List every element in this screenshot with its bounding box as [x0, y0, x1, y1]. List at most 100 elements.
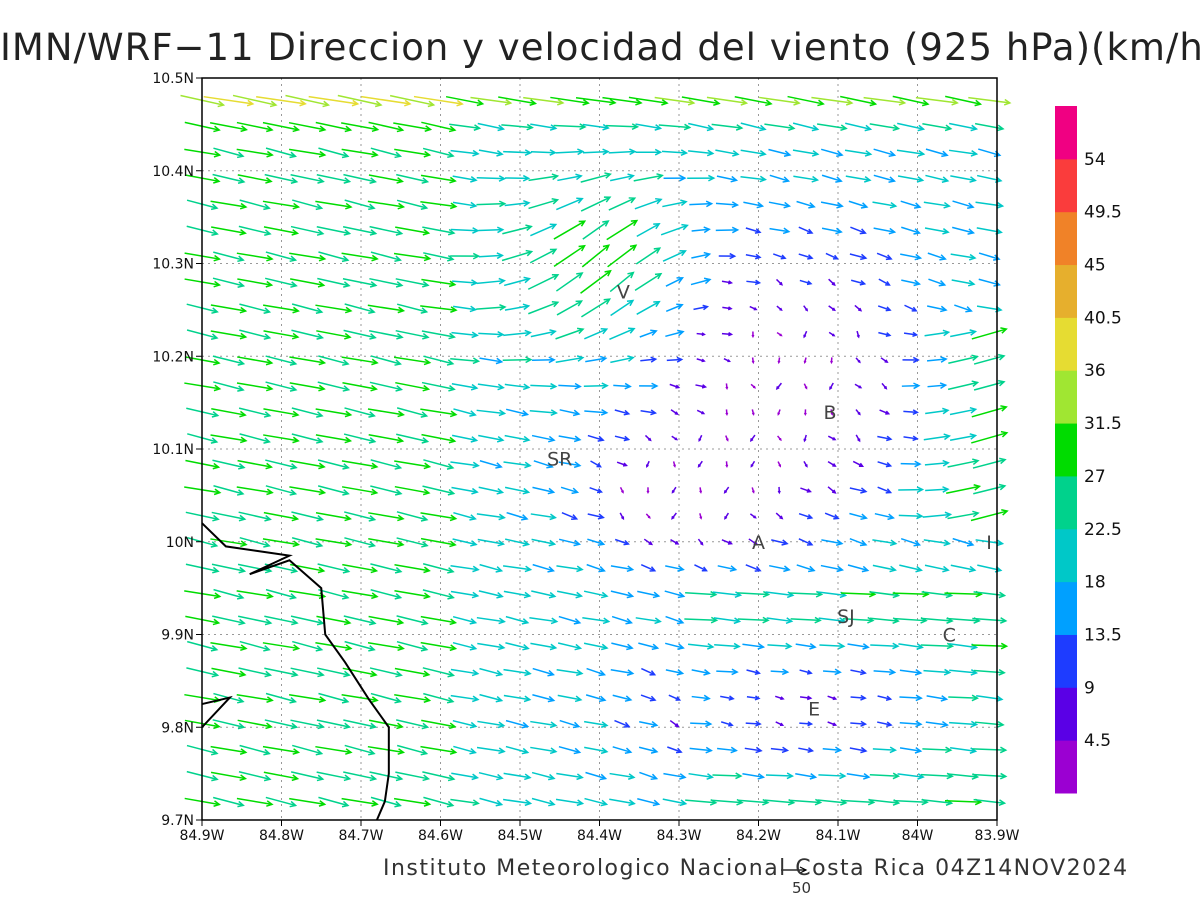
- wind-vector: [420, 615, 458, 626]
- wind-vector: [367, 408, 405, 418]
- wind-vector: [803, 330, 808, 339]
- wind-vector: [210, 434, 248, 444]
- wind-vector: [799, 279, 813, 286]
- wind-vector: [478, 330, 505, 338]
- wind-vector: [749, 434, 756, 442]
- wind-vector: [452, 201, 478, 209]
- wind-vector: [528, 197, 560, 210]
- wind-vector: [420, 305, 458, 313]
- wind-vector: [584, 328, 609, 340]
- wind-vector: [344, 303, 376, 315]
- wind-vector: [498, 96, 538, 106]
- wind-vector: [450, 565, 480, 573]
- wind-vector: [847, 643, 870, 650]
- wind-vector: [555, 798, 585, 807]
- wind-vector: [505, 642, 530, 651]
- wind-vector: [855, 434, 861, 443]
- wind-vector: [581, 244, 611, 268]
- wind-vector: [926, 305, 948, 313]
- wind-vector: [740, 175, 767, 183]
- wind-vector: [581, 298, 612, 318]
- wind-vector: [971, 642, 1009, 650]
- wind-vector: [772, 253, 787, 260]
- wind-vector: [211, 226, 247, 236]
- wind-vector: [315, 121, 353, 133]
- wind-vector: [503, 590, 532, 599]
- wind-vector: [210, 304, 248, 314]
- wind-vector: [587, 513, 605, 520]
- wind-vector: [421, 278, 457, 288]
- wind-vector: [290, 771, 325, 782]
- wind-vector: [289, 486, 327, 496]
- wind-vector: [421, 381, 456, 392]
- wind-vector: [342, 277, 378, 288]
- wind-vector: [774, 695, 785, 701]
- wind-vector: [478, 252, 504, 260]
- wind-vector: [342, 382, 378, 392]
- wind-vector: [877, 435, 893, 442]
- wind-vector: [393, 797, 432, 807]
- wind-vector: [874, 512, 895, 521]
- wind-vector: [291, 407, 324, 418]
- wind-vector: [926, 356, 948, 363]
- wind-vector: [928, 278, 947, 287]
- wind-vector: [413, 95, 464, 107]
- wind-vector: [672, 461, 676, 468]
- wind-vector: [532, 694, 556, 703]
- wind-vector: [973, 798, 1007, 807]
- wind-vector: [343, 615, 377, 626]
- wind-vector: [712, 591, 743, 599]
- wind-vector: [742, 643, 766, 650]
- wind-vector: [616, 461, 628, 467]
- wind-vector: [697, 538, 704, 546]
- wind-vector: [502, 356, 533, 364]
- wind-vector: [394, 148, 432, 158]
- wind-vector: [850, 694, 867, 701]
- wind-vector: [769, 227, 791, 235]
- wind-vector: [504, 486, 531, 495]
- wind-vector: [878, 278, 891, 286]
- colorbar-label: 49.5: [1084, 203, 1122, 223]
- wind-vector: [420, 201, 458, 210]
- wind-vector: [477, 538, 506, 547]
- wind-vector: [611, 642, 634, 651]
- wind-vector: [827, 721, 838, 727]
- wind-vector: [973, 591, 1007, 599]
- wind-vector: [974, 721, 1005, 728]
- wind-vector: [451, 486, 479, 495]
- wind-vector: [530, 329, 557, 338]
- wind-vector: [558, 461, 582, 469]
- wind-vector: [717, 565, 738, 572]
- wind-vector: [533, 460, 554, 469]
- wind-vector: [289, 356, 327, 366]
- wind-vector: [840, 590, 877, 598]
- wind-vector: [777, 461, 782, 468]
- wind-vector: [395, 226, 431, 236]
- wind-vector: [690, 277, 712, 286]
- wind-vector: [450, 252, 481, 260]
- wind-vector: [265, 485, 298, 496]
- wind-vector: [610, 565, 635, 573]
- wind-vector: [264, 667, 299, 678]
- wind-vector: [394, 563, 431, 574]
- wind-vector: [640, 409, 658, 416]
- wind-vector: [952, 537, 975, 547]
- wind-vector: [316, 667, 351, 678]
- wind-vector: [691, 226, 711, 234]
- wind-vector: [715, 226, 740, 234]
- wind-vector: [580, 172, 612, 183]
- wind-vector: [687, 174, 716, 182]
- wind-vector: [369, 381, 404, 392]
- wind-vector: [263, 408, 300, 418]
- wind-vector: [769, 564, 791, 573]
- wind-vector: [209, 122, 248, 133]
- wind-vector: [796, 564, 816, 573]
- y-tick-label: 10.5N: [152, 71, 194, 87]
- reference-arrow-head: [799, 866, 808, 874]
- wind-vector: [635, 617, 662, 625]
- wind-vector: [237, 719, 273, 730]
- colorbar-swatch: [1055, 211, 1077, 266]
- wind-vector: [420, 512, 458, 522]
- wind-vector: [361, 95, 412, 107]
- wind-vector: [713, 617, 742, 625]
